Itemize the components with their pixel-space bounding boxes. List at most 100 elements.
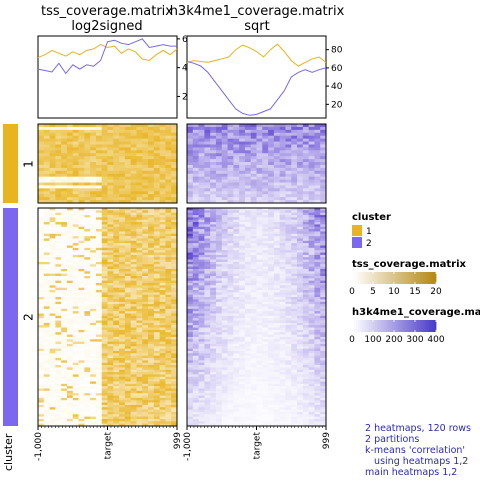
tss-cell: [90, 318, 96, 321]
tss-cell: [50, 349, 56, 352]
h3k4me1-cell: [233, 262, 239, 265]
h3k4me1-cell: [257, 191, 263, 194]
h3k4me1-cell: [262, 234, 268, 237]
h3k4me1-cell: [199, 183, 205, 186]
tss-cell: [102, 367, 108, 370]
tss-cell: [131, 185, 137, 188]
tss-cell: [61, 302, 67, 305]
h3k4me1-cell: [251, 156, 257, 159]
h3k4me1-cell: [257, 222, 263, 225]
h3k4me1-cell: [245, 290, 251, 293]
h3k4me1-cell: [222, 229, 228, 232]
tss-cell: [131, 229, 137, 232]
tss-cell: [125, 162, 131, 165]
h3k4me1-cell: [320, 323, 326, 326]
h3k4me1-cell: [285, 274, 291, 277]
tss-cell: [165, 288, 171, 291]
h3k4me1-cell: [262, 191, 268, 194]
tss-cell: [136, 339, 142, 342]
tss-cell: [84, 374, 90, 377]
tss-cell: [67, 313, 73, 316]
tss-cell: [136, 276, 142, 279]
h3k4me1-cell: [274, 260, 280, 263]
tss-cell: [90, 328, 96, 331]
h3k4me1-cell: [268, 243, 274, 246]
h3k4me1-cell: [314, 162, 320, 165]
h3k4me1-cell: [204, 147, 210, 150]
h3k4me1-cell: [309, 344, 315, 347]
tss-cell: [84, 156, 90, 159]
h3k4me1-cell: [187, 337, 193, 340]
h3k4me1-cell: [285, 213, 291, 216]
tss-cell: [102, 299, 108, 302]
tss-cell: [125, 353, 131, 356]
tss-cell: [50, 260, 56, 263]
h3k4me1-cell: [239, 346, 245, 349]
tss-cell: [102, 215, 108, 218]
tss-cell: [136, 318, 142, 321]
tss-cell: [79, 283, 85, 286]
tss-cell: [171, 159, 177, 162]
profile-panel-2: [187, 36, 326, 118]
tss-cell: [136, 194, 142, 197]
h3k4me1-cell: [204, 313, 210, 316]
tss-cell: [160, 168, 166, 171]
tss-cell: [55, 139, 61, 142]
tss-cell: [108, 288, 114, 291]
tss-cell: [165, 360, 171, 363]
h3k4me1-cell: [233, 185, 239, 188]
h3k4me1-cell: [210, 276, 216, 279]
tss-cell: [44, 365, 50, 368]
tss-cell: [38, 403, 44, 406]
tss-cell: [171, 271, 177, 274]
h3k4me1-cell: [262, 177, 268, 180]
h3k4me1-cell: [199, 194, 205, 197]
h3k4me1-cell: [297, 304, 303, 307]
tss-cell: [148, 353, 154, 356]
tss-cell: [102, 210, 108, 213]
h3k4me1-cell: [285, 264, 291, 267]
h3k4me1-cell: [285, 337, 291, 340]
tss-cell: [79, 381, 85, 384]
h3k4me1-cell: [210, 222, 216, 225]
h3k4me1-cell: [228, 231, 234, 234]
tss-cell: [61, 260, 67, 263]
tss-cell: [108, 165, 114, 168]
h3k4me1-cell: [320, 224, 326, 227]
tss-cell: [73, 156, 79, 159]
tss-cell: [67, 325, 73, 328]
h3k4me1-cell: [262, 332, 268, 335]
tss-cell: [148, 174, 154, 177]
tss-cell: [61, 335, 67, 338]
h3k4me1-cell: [314, 304, 320, 307]
tss-cell: [136, 238, 142, 241]
tss-cell: [142, 267, 148, 270]
h3k4me1-cell: [187, 153, 193, 156]
tss-cell: [50, 264, 56, 267]
tss-cell: [142, 353, 148, 356]
tss-cell: [160, 278, 166, 281]
tss-cell: [154, 379, 160, 382]
h3k4me1-cell: [216, 325, 222, 328]
h3k4me1-cell: [210, 191, 216, 194]
tss-cell: [90, 346, 96, 349]
tss-cell: [154, 318, 160, 321]
h3k4me1-cell: [314, 313, 320, 316]
tss-cell: [108, 285, 114, 288]
h3k4me1-cell: [314, 253, 320, 256]
tss-cell: [165, 150, 171, 153]
tss-cell: [50, 246, 56, 249]
tss-cell: [61, 165, 67, 168]
h3k4me1-cell: [285, 162, 291, 165]
h3k4me1-cell: [204, 344, 210, 347]
tss-cell: [160, 325, 166, 328]
h3k4me1-cell: [280, 276, 286, 279]
h3k4me1-cell: [216, 150, 222, 153]
h3k4me1-cell: [291, 147, 297, 150]
tss-cell: [108, 168, 114, 171]
tss-cell: [160, 150, 166, 153]
tss-cell: [73, 139, 79, 142]
tss-cell: [136, 180, 142, 183]
h3k4me1-cell: [285, 316, 291, 319]
tss-cell: [125, 325, 131, 328]
